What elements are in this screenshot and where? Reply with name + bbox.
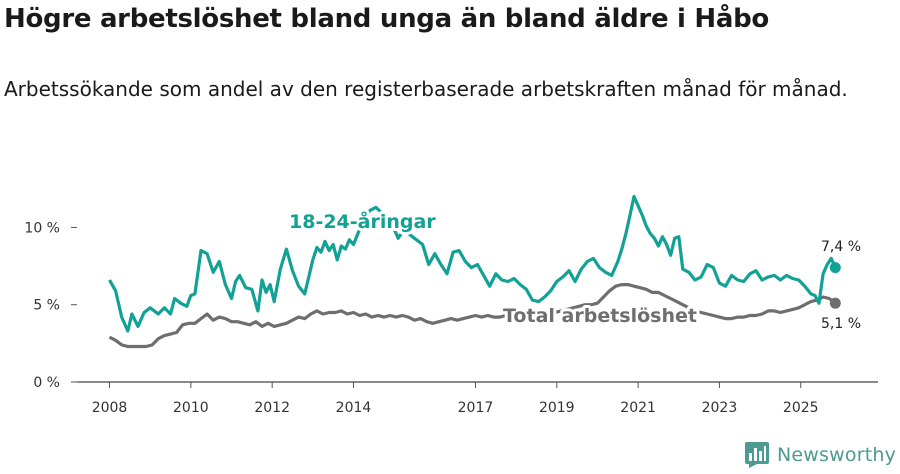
x-tick-label: 2008	[92, 400, 128, 416]
end-point-total	[829, 297, 841, 309]
x-tick-label: 2025	[783, 400, 819, 416]
x-tick-label: 2010	[173, 400, 209, 416]
series-label-total: Total arbetslöshet	[503, 305, 697, 327]
x-tick-label: 2021	[620, 400, 656, 416]
series-label-18-24-halo: 18-24-åringar	[289, 209, 436, 233]
series-line-18-24	[108, 194, 837, 333]
y-tick-label: 10 %	[24, 220, 60, 236]
end-label-18-24: 7,4 %	[821, 239, 861, 255]
x-tick-label: 2019	[539, 400, 575, 416]
x-tick-label: 2012	[254, 400, 290, 416]
y-tick-label: 0 %	[33, 375, 60, 391]
x-tick-label: 2017	[458, 400, 494, 416]
newsworthy-logo[interactable]: Newsworthy	[745, 442, 896, 468]
chart-subtitle: Arbetssökande som andel av den registerb…	[4, 77, 848, 101]
x-tick-label: 2014	[336, 400, 372, 416]
x-tick-label: 2023	[702, 400, 738, 416]
series-label-18-24: 18-24-åringar	[289, 209, 436, 233]
series-label-total-halo: Total arbetslöshet	[503, 305, 697, 327]
bar-chart-logo-icon	[745, 442, 769, 468]
chart-title: Högre arbetslöshet bland unga än bland ä…	[4, 4, 769, 34]
y-tick-label: 5 %	[33, 298, 60, 314]
series-line-total	[108, 283, 837, 349]
end-label-total: 5,1 %	[821, 316, 861, 332]
end-point-18-24	[829, 262, 841, 274]
brand-name: Newsworthy	[777, 444, 897, 466]
